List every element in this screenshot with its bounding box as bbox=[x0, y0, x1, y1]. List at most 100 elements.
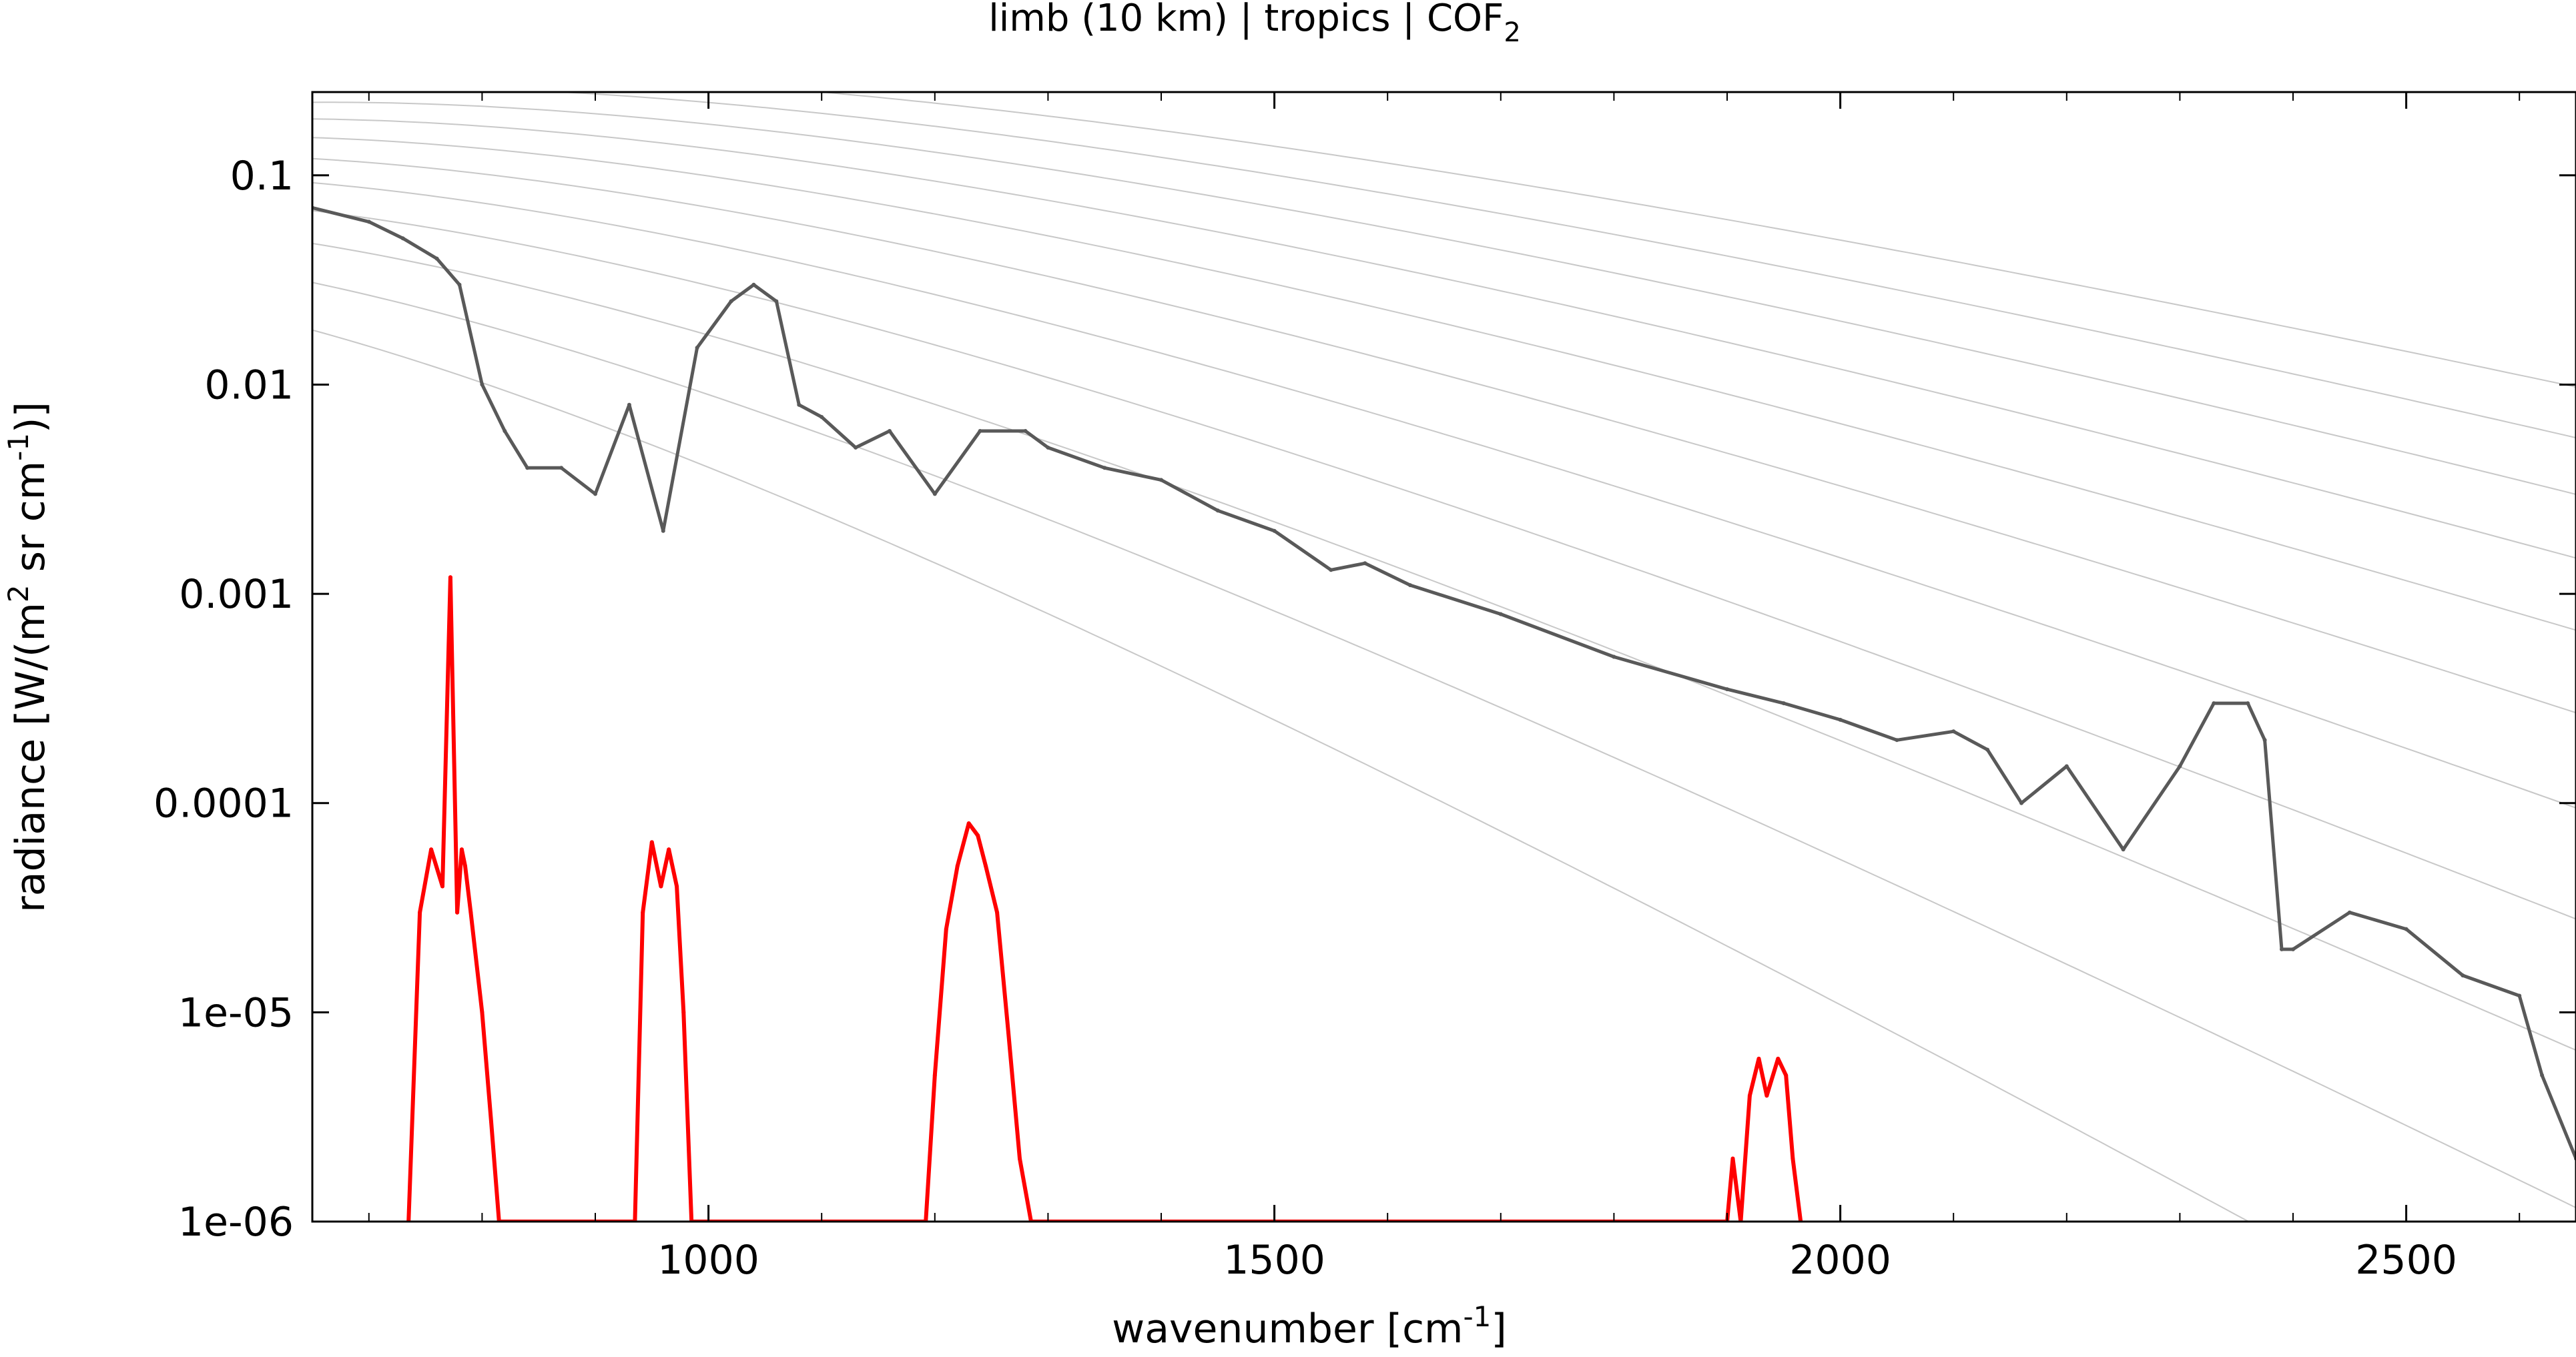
cof2-radiance-point bbox=[1764, 1093, 1769, 1098]
total-radiance-point bbox=[888, 429, 892, 433]
total-radiance-point bbox=[627, 402, 631, 407]
cof2-radiance-point bbox=[480, 1010, 485, 1015]
cof2-radiance-point bbox=[448, 575, 452, 580]
planck-curve bbox=[312, 157, 2576, 714]
planck-curve bbox=[312, 118, 2576, 559]
x-axis-label: wavenumber [cm-1] bbox=[1112, 1300, 1507, 1352]
total-radiance-point bbox=[1159, 478, 1163, 482]
total-radiance-point bbox=[503, 429, 507, 433]
cof2-radiance-point bbox=[995, 910, 1000, 915]
plot-frame bbox=[311, 91, 2576, 1223]
y-tick-label: 1e-05 bbox=[178, 989, 294, 1036]
y-tick-label: 0.001 bbox=[179, 571, 294, 618]
x-axis-label-end: ] bbox=[1491, 1306, 1506, 1352]
cof2-radiance-point bbox=[984, 864, 988, 869]
total-radiance-point bbox=[1272, 528, 1277, 533]
cof2-radiance-point bbox=[1756, 1056, 1761, 1061]
chart-title-subscript: 2 bbox=[1504, 17, 1520, 48]
total-radiance-point bbox=[2280, 947, 2284, 951]
cof2-radiance-point bbox=[681, 1010, 686, 1015]
y-axis-ticks: 0.1 0.01 0.001 0.0001 1e-05 1e-06 bbox=[153, 153, 2576, 1246]
total-radiance-point bbox=[2404, 927, 2408, 931]
cof2-radiance-point bbox=[976, 833, 980, 838]
cof2-radiance-point bbox=[1776, 1056, 1781, 1061]
total-radiance-point bbox=[2019, 801, 2023, 805]
cof2-radiance-point bbox=[641, 910, 645, 915]
total-radiance-point bbox=[434, 256, 439, 261]
cof2-radiance-point bbox=[1747, 1093, 1752, 1098]
total-radiance-point bbox=[2262, 738, 2267, 743]
total-radiance-point bbox=[366, 219, 371, 224]
x-axis-label-main: wavenumber [cm bbox=[1112, 1306, 1463, 1352]
cof2-radiance-point bbox=[463, 864, 467, 869]
cof2-radiance-point bbox=[468, 910, 473, 915]
total-radiance-point bbox=[2178, 764, 2182, 769]
x-axis-label-sup: -1 bbox=[1464, 1300, 1492, 1333]
planck-reference-curves bbox=[312, 92, 2576, 1222]
planck-curve bbox=[549, 92, 2576, 439]
planck-curve bbox=[312, 101, 2576, 495]
y-tick-label: 0.0001 bbox=[153, 781, 294, 827]
total-radiance-point bbox=[1951, 729, 1956, 734]
total-radiance-point bbox=[1985, 747, 1990, 752]
total-radiance-point bbox=[1725, 687, 1729, 692]
y-axis-label-sup1: 2 bbox=[2, 584, 35, 602]
total-radiance-point bbox=[593, 492, 597, 496]
y-axis-label-sup2: -1 bbox=[2, 433, 35, 461]
total-radiance-point bbox=[2517, 993, 2522, 998]
total-radiance-point bbox=[1498, 612, 1503, 616]
total-radiance-point bbox=[932, 492, 937, 496]
planck-curve bbox=[312, 137, 2576, 631]
cof2-radiance-point bbox=[649, 840, 654, 845]
planck-curve bbox=[312, 329, 2250, 1222]
chart-title-main: limb (10 km) | tropics | COF bbox=[988, 0, 1504, 40]
total-radiance-point bbox=[1215, 508, 1220, 513]
y-axis-label-c: )] bbox=[7, 402, 54, 433]
total-radiance-point bbox=[2461, 973, 2465, 978]
cof2-radiance-point bbox=[659, 884, 663, 889]
planck-curve bbox=[312, 242, 2576, 1051]
x-tick-label: 2000 bbox=[1789, 1237, 1891, 1284]
total-radiance-point bbox=[1895, 738, 1899, 743]
y-tick-label: 0.1 bbox=[230, 153, 294, 199]
total-radiance-point bbox=[797, 402, 801, 407]
cof2-radiance-point bbox=[675, 884, 679, 889]
y-tick-label: 0.01 bbox=[204, 362, 294, 408]
total-radiance-point bbox=[729, 299, 733, 304]
chart-title: limb (10 km) | tropics | COF2 bbox=[988, 0, 1521, 48]
total-radiance-point bbox=[854, 445, 858, 450]
x-tick-label: 1500 bbox=[1223, 1237, 1325, 1284]
total-radiance-point bbox=[457, 282, 462, 287]
total-radiance-point bbox=[820, 415, 824, 419]
total-radiance-point bbox=[1838, 717, 1843, 722]
cof2-radiance-point bbox=[440, 884, 444, 889]
planck-curve bbox=[814, 92, 2576, 388]
total-radiance-point bbox=[2291, 947, 2295, 951]
cof2-radiance-point bbox=[1730, 1156, 1735, 1161]
planck-curve bbox=[312, 209, 2576, 920]
cof2-radiance-point bbox=[455, 910, 460, 915]
y-axis-label: radiance [W/(m2 sr cm-1)] bbox=[2, 402, 54, 913]
total-radiance-point bbox=[1363, 561, 1367, 566]
total-radiance-layer bbox=[312, 205, 2576, 1161]
x-tick-label: 1000 bbox=[657, 1237, 759, 1284]
total-radiance-point bbox=[695, 346, 699, 350]
cof2-radiance-point bbox=[944, 927, 948, 931]
cof2-radiance-point bbox=[1018, 1156, 1022, 1161]
cof2-radiance-point bbox=[429, 847, 434, 852]
total-radiance-point bbox=[1102, 466, 1107, 470]
total-radiance-point bbox=[2064, 764, 2069, 769]
cof2-radiance-point bbox=[667, 847, 671, 852]
total-radiance-point bbox=[1408, 583, 1413, 588]
cof2-radiance-point bbox=[1791, 1156, 1795, 1161]
total-radiance-point bbox=[1023, 429, 1028, 433]
total-radiance-point bbox=[1329, 568, 1333, 572]
total-radiance-line bbox=[312, 205, 2576, 1160]
cof2-radiance-point bbox=[955, 864, 960, 869]
total-radiance-point bbox=[2347, 910, 2352, 915]
total-radiance-point bbox=[559, 466, 564, 470]
total-radiance-point bbox=[2212, 701, 2216, 706]
